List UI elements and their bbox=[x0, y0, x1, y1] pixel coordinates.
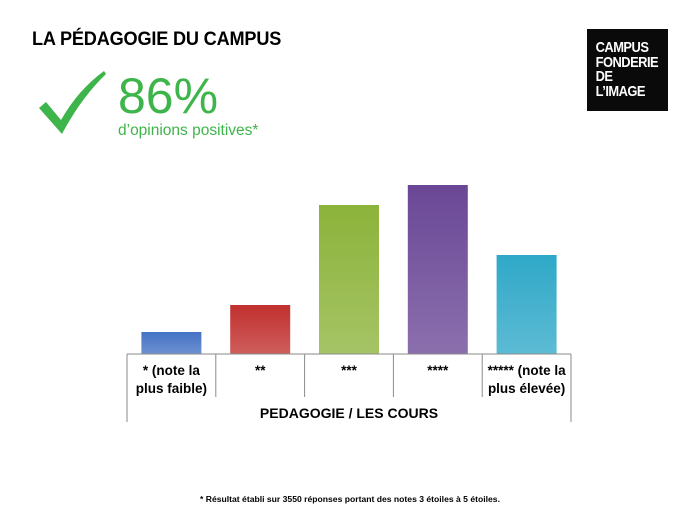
logo-line: CAMPUS bbox=[595, 39, 649, 56]
logo-line: L’IMAGE bbox=[595, 82, 646, 100]
bar bbox=[141, 332, 202, 354]
x-tick-label: plus faible) bbox=[136, 381, 207, 396]
x-tick-label: ** bbox=[255, 363, 266, 378]
x-tick-label: **** bbox=[427, 363, 449, 378]
bar bbox=[319, 205, 379, 354]
bar bbox=[230, 305, 291, 354]
x-tick-label: * (note la bbox=[143, 363, 200, 378]
footnote: * Résultat établi sur 3550 réponses port… bbox=[200, 494, 500, 504]
x-tick-label: *** bbox=[341, 363, 358, 378]
x-tick-label: ***** (note la bbox=[488, 363, 567, 378]
campus-logo: CAMPUS FONDERIE DE L’IMAGE bbox=[587, 29, 668, 111]
x-axis-label: PEDAGOGIE / LES COURS bbox=[260, 405, 438, 421]
page-title: LA PÉDAGOGIE DU CAMPUS bbox=[32, 28, 282, 50]
kpi-caption: d’opinions positives* bbox=[118, 122, 259, 139]
logo-line: FONDERIE bbox=[595, 53, 659, 71]
logo-line: DE bbox=[595, 68, 613, 85]
bar bbox=[496, 255, 557, 354]
bar bbox=[407, 185, 468, 354]
checkmark-icon bbox=[39, 71, 106, 134]
x-tick-label: plus élevée) bbox=[488, 381, 565, 396]
kpi-value: 86% bbox=[118, 68, 219, 124]
